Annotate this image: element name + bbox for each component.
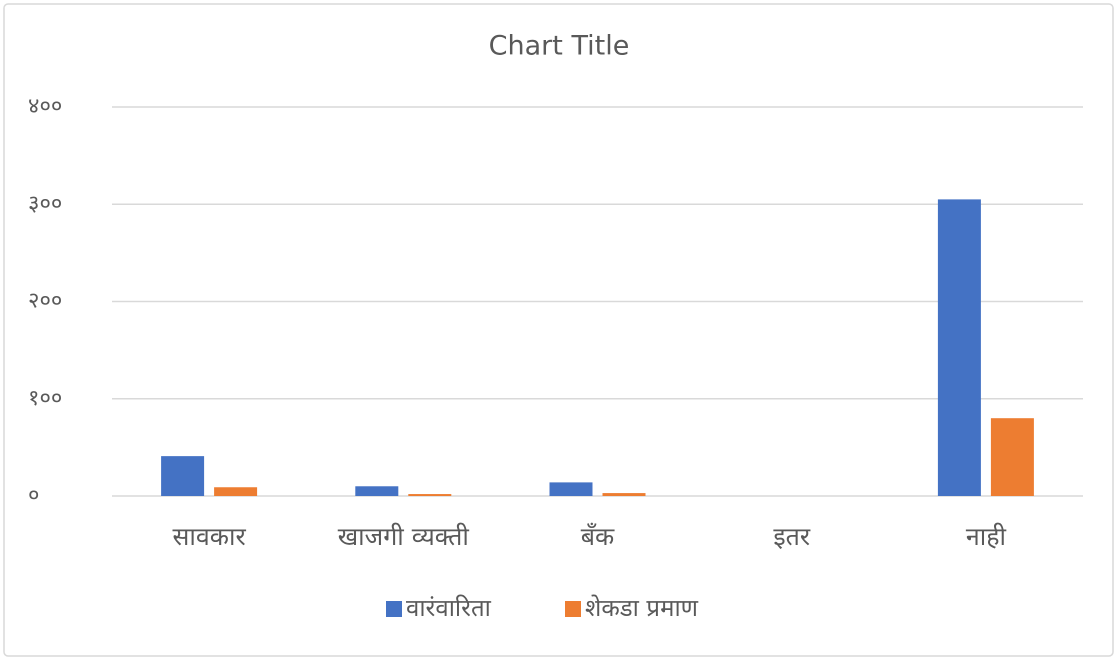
x-tick-label: खाजगी व्यक्ती [338,522,470,551]
bar [355,486,399,496]
bar [161,456,205,496]
y-tick-label: १०० [28,386,62,411]
bar [937,199,981,496]
y-tick-label: ४०० [28,94,62,119]
legend-swatch [386,601,402,617]
bar [990,418,1034,496]
x-tick-label: बँक [581,522,615,551]
bar [408,494,452,496]
legend-label: वारंवारिता [406,594,492,622]
x-tick-label: इतर [773,522,811,551]
y-tick-label: ३०० [28,191,62,216]
chart-title: Chart Title [489,31,630,62]
y-tick-label: २०० [28,289,62,314]
bar [214,487,258,496]
legend-swatch [565,601,581,617]
y-tick-label: ० [28,483,39,508]
chart-border [3,3,1114,657]
x-tick-label: सावकार [173,522,247,551]
bar [602,493,646,496]
legend-label: शेकडा प्रमाण [585,594,699,622]
x-tick-label: नाही [966,522,1007,551]
bar [549,482,593,496]
